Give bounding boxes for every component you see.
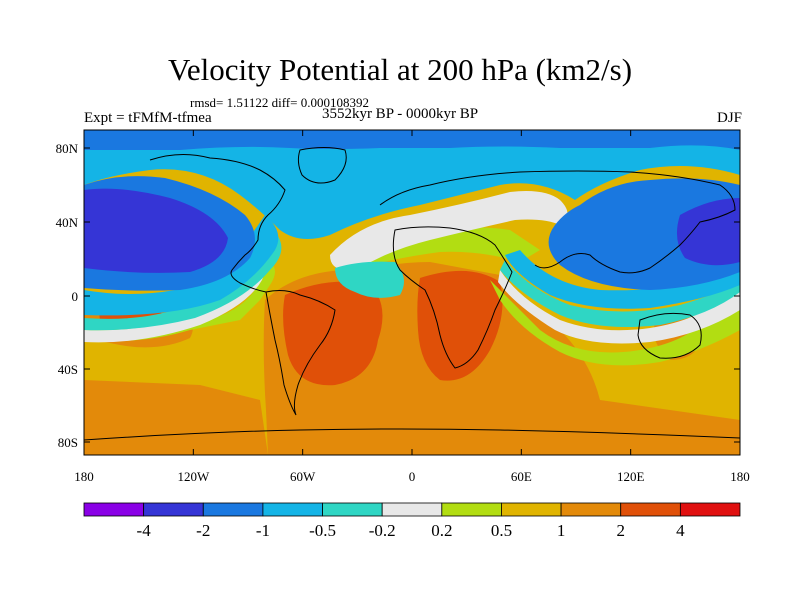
field-dark-northpacific-west — [84, 188, 228, 273]
lon-label: 120W — [177, 469, 210, 484]
lon-label: 180 — [730, 469, 750, 484]
coastlines — [84, 147, 740, 441]
colorbar-swatch — [441, 502, 502, 517]
colorbar-label: 0.2 — [431, 521, 452, 540]
field-cyan-east — [505, 250, 740, 309]
colorbar-swatch — [381, 502, 443, 517]
lon-label: 120E — [617, 469, 645, 484]
colorbar-label: 4 — [676, 521, 685, 540]
field-red-southamerica — [283, 281, 383, 386]
colorbar-swatch — [501, 502, 562, 517]
period-subtitle: 3552kyr BP - 0000kyr BP — [321, 106, 479, 122]
colorbar-swatch — [143, 502, 204, 517]
field-white-indian — [498, 270, 740, 344]
colorbar-swatch — [679, 502, 741, 517]
field-red-africa — [417, 270, 503, 381]
field-cyan-north — [84, 130, 740, 239]
field-yellow-africa-north — [355, 227, 540, 268]
contour-fields — [84, 130, 740, 455]
coast-greenland — [297, 147, 347, 184]
field-blue-arctic — [84, 130, 740, 150]
map-title: Velocity Potential at 200 hPa (km2/s) — [167, 52, 633, 87]
field-teal-indian — [500, 260, 740, 328]
experiment-label: Expt = tFMfM-tfmea — [84, 110, 212, 126]
lat-label: 80N — [56, 141, 79, 156]
colorbar-swatch — [560, 502, 622, 517]
colorbar-swatch — [202, 502, 264, 517]
field-cyan-west — [84, 215, 279, 316]
colorbar: -4 -2 -1 -0.5 -0.2 0.2 0.5 1 2 4 — [83, 502, 741, 540]
coast-australia — [637, 312, 702, 359]
longitude-axis: 180 120W 60W 0 60E 120E 180 — [74, 130, 750, 484]
colorbar-label: -4 — [137, 521, 152, 540]
colorbar-label: -1 — [256, 521, 270, 540]
colorbar-label: -0.5 — [309, 521, 336, 540]
coast-europe-asia — [379, 170, 736, 274]
field-blue-east — [548, 178, 740, 290]
field-orange-main — [263, 262, 740, 455]
colorbar-label: 1 — [557, 521, 566, 540]
lon-label: 60W — [290, 469, 316, 484]
lon-label: 0 — [409, 469, 416, 484]
field-yellow-tropics — [84, 262, 275, 342]
colorbar-swatch — [83, 502, 145, 517]
latitude-axis: 80N 40N 0 40S 80S — [56, 141, 740, 450]
field-white-north — [330, 191, 568, 270]
lat-label: 40N — [56, 215, 79, 230]
colorbar-swatch — [262, 502, 323, 517]
colorbar-label: 2 — [616, 521, 625, 540]
coast-africa — [392, 226, 513, 369]
lon-label: 180 — [74, 469, 94, 484]
lon-label: 60E — [511, 469, 532, 484]
coast-north-america — [149, 154, 286, 293]
season-label: DJF — [716, 110, 742, 126]
field-yellow-indian — [490, 280, 740, 366]
lat-label: 80S — [58, 435, 78, 450]
coast-south-america — [265, 290, 336, 416]
coast-antarctica — [84, 428, 740, 441]
field-orange-south — [84, 380, 268, 455]
lat-label: 0 — [72, 289, 79, 304]
stats-text: rmsd= 1.51122 diff= 0.000108392 — [190, 95, 369, 110]
colorbar-label: -0.2 — [369, 521, 396, 540]
colorbar-label: -2 — [196, 521, 210, 540]
colorbar-swatch — [620, 502, 681, 517]
colorbar-swatch — [322, 502, 383, 517]
field-teal-atlantic — [335, 261, 404, 298]
lat-label: 40S — [58, 362, 78, 377]
colorbar-label: 0.5 — [491, 521, 512, 540]
